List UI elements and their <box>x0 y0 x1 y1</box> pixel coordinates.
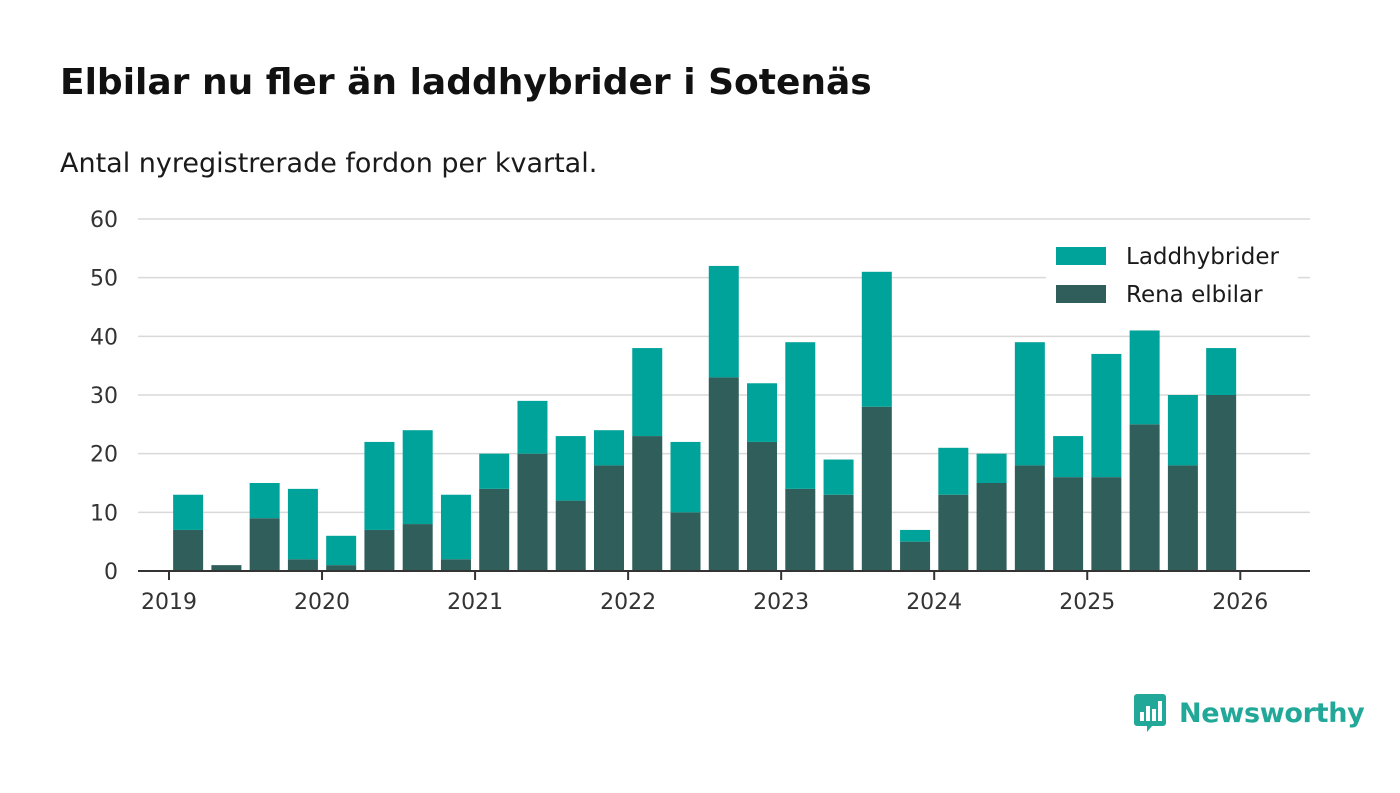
x-tick-label: 2020 <box>294 590 350 615</box>
legend: Laddhybrider Rena elbilar <box>1046 236 1298 320</box>
bar-laddhybrider <box>632 348 663 437</box>
bar-laddhybrider <box>670 441 701 513</box>
bar-rena-elbilar <box>326 565 357 571</box>
y-axis-ticks: 0 10 20 30 40 50 60 <box>90 208 118 585</box>
bar-rena-elbilar <box>364 529 395 571</box>
bar-laddhybrider <box>747 383 778 442</box>
x-tick-label: 2023 <box>753 590 809 615</box>
bar-rena-elbilar <box>1014 465 1045 571</box>
bar-rena-elbilar <box>402 524 433 571</box>
legend-rena-elbilar-label: Rena elbilar <box>1126 282 1263 308</box>
bar-laddhybrider <box>976 453 1007 483</box>
x-tick-label: 2025 <box>1059 590 1115 615</box>
bar-laddhybrider <box>249 483 280 519</box>
y-tick-label: 30 <box>90 384 118 409</box>
bar-laddhybrider <box>938 447 969 495</box>
legend-laddhybrider-label: Laddhybrider <box>1126 244 1279 270</box>
y-tick-label: 60 <box>90 208 118 233</box>
x-tick-label: 2026 <box>1212 590 1268 615</box>
bar-laddhybrider <box>364 441 395 530</box>
bar-laddhybrider <box>1014 342 1045 466</box>
chart-title: Elbilar nu fler än laddhybrider i Sotenä… <box>60 62 872 103</box>
bar-rena-elbilar <box>593 465 624 571</box>
bar-laddhybrider <box>402 430 433 525</box>
bar-rena-elbilar <box>747 441 778 571</box>
bar-rena-elbilar <box>785 488 816 571</box>
bar-rena-elbilar <box>861 406 892 571</box>
bar-rena-elbilar <box>287 559 318 571</box>
bar-rena-elbilar <box>211 565 242 571</box>
bar-laddhybrider <box>1091 353 1122 478</box>
bar-rena-elbilar <box>1091 477 1122 571</box>
bar-rena-elbilar <box>1129 424 1160 571</box>
y-tick-label: 0 <box>104 560 118 585</box>
bar-laddhybrider <box>1167 395 1198 466</box>
y-tick-label: 10 <box>90 501 118 526</box>
bar-rena-elbilar <box>708 377 739 571</box>
bar-laddhybrider <box>1129 330 1160 425</box>
bar-rena-elbilar <box>823 494 854 571</box>
y-tick-label: 40 <box>90 325 118 350</box>
bar-laddhybrider <box>555 436 586 501</box>
bar-rena-elbilar <box>632 436 663 571</box>
bar-laddhybrider <box>1053 436 1084 478</box>
bar-rena-elbilar <box>1053 477 1084 571</box>
bar-laddhybrider <box>173 494 204 530</box>
chart-subtitle: Antal nyregistrerade fordon per kvartal. <box>60 148 598 179</box>
bar-rena-elbilar <box>440 559 471 571</box>
legend-laddhybrider-swatch <box>1056 247 1106 265</box>
bar-laddhybrider <box>326 535 357 566</box>
y-tick-label: 20 <box>90 443 118 468</box>
bars <box>173 265 1237 571</box>
bar-rena-elbilar <box>479 488 510 571</box>
x-tick-label: 2019 <box>141 590 197 615</box>
bar-laddhybrider <box>861 271 892 407</box>
bar-rena-elbilar <box>1167 465 1198 571</box>
bar-rena-elbilar <box>173 529 204 571</box>
bar-rena-elbilar <box>1206 395 1237 571</box>
x-tick-label: 2024 <box>906 590 962 615</box>
bar-rena-elbilar <box>670 512 701 571</box>
bar-rena-elbilar <box>249 518 280 571</box>
bar-laddhybrider <box>785 342 816 489</box>
legend-rena-elbilar-swatch <box>1056 285 1106 303</box>
bar-laddhybrider <box>517 400 548 454</box>
y-tick-label: 50 <box>90 267 118 292</box>
newsworthy-logo-icon <box>1134 694 1166 732</box>
bar-rena-elbilar <box>938 494 969 571</box>
x-tick-label: 2022 <box>600 590 656 615</box>
bar-rena-elbilar <box>517 453 548 571</box>
bar-rena-elbilar <box>555 500 586 571</box>
brand-name: Newsworthy <box>1179 697 1365 729</box>
x-axis: 2019 2020 2021 2022 2023 2024 2025 2026 <box>138 570 1310 615</box>
bar-rena-elbilar <box>976 483 1007 571</box>
bar-laddhybrider <box>708 265 739 378</box>
bar-rena-elbilar <box>900 541 931 571</box>
bar-laddhybrider <box>287 488 318 560</box>
bar-laddhybrider <box>593 430 624 466</box>
bar-laddhybrider <box>900 529 931 542</box>
bar-laddhybrider <box>479 453 510 489</box>
brand-logo: Newsworthy <box>1133 692 1365 734</box>
x-tick-label: 2021 <box>447 590 503 615</box>
bar-laddhybrider <box>440 494 471 560</box>
bar-laddhybrider <box>1206 348 1237 395</box>
bar-laddhybrider <box>823 459 854 495</box>
